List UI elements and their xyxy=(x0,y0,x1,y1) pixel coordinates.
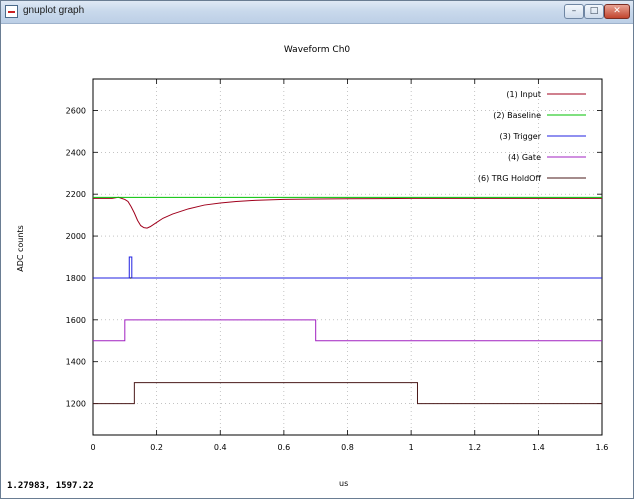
y-tick-label: 2600 xyxy=(66,106,86,115)
x-tick-label: 1 xyxy=(409,443,414,452)
plot-area[interactable]: 0 0.2 0.4 0.6 0.8 1 1.2 1.4 1.6 1200 1400 1600 1800 2… xyxy=(1,24,633,498)
x-tick-label: 1.2 xyxy=(468,443,481,452)
y-axis-label: ADC counts xyxy=(15,225,25,272)
legend-label: (2) Baseline xyxy=(493,111,541,120)
gnuplot-app-icon xyxy=(5,5,18,18)
title-bar[interactable]: gnuplot graph – □ ✕ xyxy=(1,1,633,24)
legend-label: (4) Gate xyxy=(508,153,541,162)
y-tick-label: 1200 xyxy=(66,400,86,409)
y-tick-label: 1400 xyxy=(66,358,86,367)
legend-label: (6) TRG HoldOff xyxy=(478,174,542,183)
chart-title: Waveform Ch0 xyxy=(283,45,351,55)
x-tick-label: 0.8 xyxy=(341,443,354,452)
series-line-5 xyxy=(93,382,602,405)
y-tick-label: 1800 xyxy=(66,274,86,283)
x-tick-label: 1.6 xyxy=(596,443,609,452)
waveform-chart: 0 0.2 0.4 0.6 0.8 1 1.2 1.4 1.6 1200 1400 1600 1800 2… xyxy=(66,78,609,452)
mouse-coordinate-readout: 1.27983, 1597.22 xyxy=(7,481,94,491)
x-tick-label: 1.4 xyxy=(532,443,545,452)
series-line-4 xyxy=(93,319,602,342)
minimize-button[interactable]: – xyxy=(564,4,584,19)
close-button[interactable]: ✕ xyxy=(604,4,630,19)
window-title: gnuplot graph xyxy=(23,5,85,16)
x-tick-label: 0 xyxy=(90,443,95,452)
y-tick-label: 2000 xyxy=(66,232,86,241)
y-tick-label: 1600 xyxy=(66,316,86,325)
series-line-3 xyxy=(93,256,602,279)
y-tick-label: 2200 xyxy=(66,190,86,199)
legend-label: (3) Trigger xyxy=(500,132,542,141)
y-tick-label: 2400 xyxy=(66,148,86,157)
x-tick-label: 0.2 xyxy=(150,443,163,452)
x-tick-label: 0.4 xyxy=(214,443,227,452)
x-tick-label: 0.6 xyxy=(278,443,291,452)
series-line-1 xyxy=(93,196,602,229)
x-axis-label: us xyxy=(339,479,349,488)
legend-label: (1) Input xyxy=(506,90,541,99)
maximize-button[interactable]: □ xyxy=(584,4,604,19)
